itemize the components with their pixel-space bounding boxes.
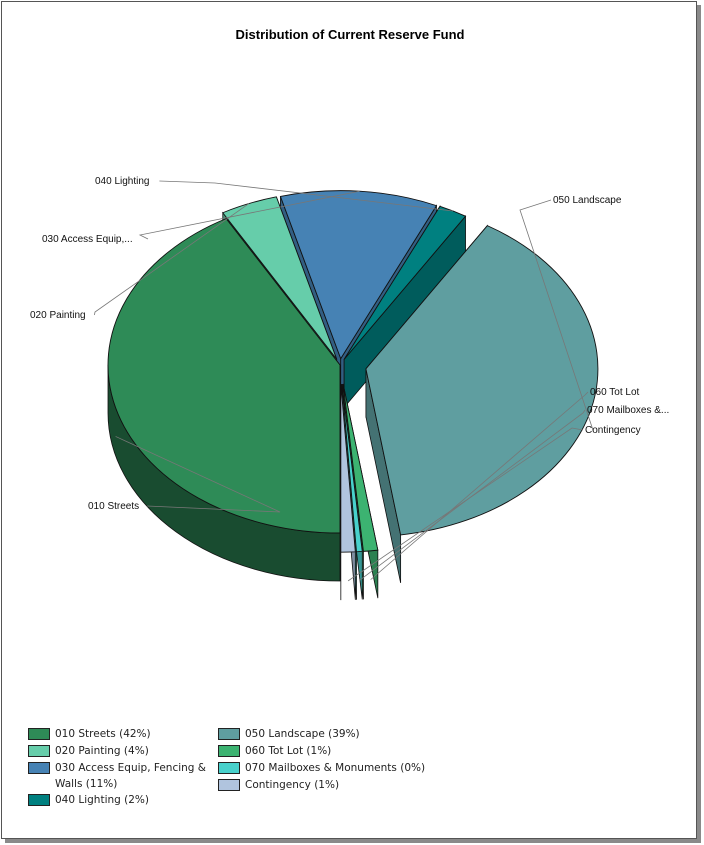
pie-leader-lines — [94, 180, 594, 582]
leader-line — [359, 409, 586, 581]
legend-label: 020 Painting (4%) — [55, 745, 149, 757]
legend-label: 010 Streets (42%) — [55, 728, 151, 740]
legend-swatch — [28, 794, 50, 806]
legend-swatch — [218, 745, 240, 757]
legend-item: Contingency (1%) — [218, 777, 448, 793]
legend-label: 060 Tot Lot (1%) — [245, 745, 332, 757]
leader-line — [138, 190, 360, 240]
legend-swatch — [28, 762, 50, 774]
legend-label: 070 Mailboxes & Monuments (0%) — [245, 762, 426, 774]
pie-sides — [107, 190, 599, 601]
slice-label: 070 Mailboxes &... — [587, 405, 669, 416]
legend-label: Contingency (1%) — [245, 779, 340, 791]
slice-label: 050 Landscape — [553, 195, 622, 206]
leader-line — [519, 199, 594, 432]
pie-slice-group — [365, 224, 599, 583]
pie-slice-group — [340, 384, 356, 601]
pie-slice — [340, 384, 356, 553]
leader-line — [115, 436, 281, 513]
legend-label: 050 Landscape (39%) — [245, 728, 360, 740]
slice-label: 010 Streets — [88, 501, 139, 512]
legend-item: 040 Lighting (2%) — [28, 792, 208, 808]
chart-title: Distribution of Current Reserve Fund — [235, 27, 465, 42]
slice-label: 020 Painting — [30, 310, 86, 321]
legend-swatch — [28, 745, 50, 757]
legend-swatch — [218, 779, 240, 791]
legend-item: 010 Streets (42%) — [28, 726, 208, 742]
slice-label: Contingency — [585, 425, 641, 436]
legend-label: 040 Lighting (2%) — [55, 794, 150, 806]
legend-label: 030 Access Equip, Fencing & Walls (11%) — [55, 762, 206, 790]
legend-item: 060 Tot Lot (1%) — [218, 743, 448, 759]
pie-slice — [342, 383, 379, 552]
leader-line — [159, 180, 453, 212]
legend-item: 070 Mailboxes & Monuments (0%) — [218, 760, 448, 776]
slice-label: 060 Tot Lot — [590, 387, 640, 398]
slice-label: 030 Access Equip,... — [42, 234, 133, 245]
legend-item: 020 Painting (4%) — [28, 743, 208, 759]
pie-labels: 010 Streets 020 Painting 030 Access Equip,… — [30, 176, 669, 512]
leader-line — [94, 203, 250, 316]
legend-swatch — [218, 728, 240, 740]
pie-slice — [343, 205, 467, 360]
pie-slice — [107, 218, 341, 534]
legend-swatch — [28, 728, 50, 740]
legend-item: 030 Access Equip, Fencing & Walls (11%) — [28, 760, 208, 792]
pie-slice — [341, 384, 363, 553]
pie-slice — [365, 225, 599, 536]
leader-line — [347, 427, 584, 582]
slice-label: 040 Lighting — [95, 176, 150, 187]
pie-slice-group — [107, 217, 341, 582]
legend-item: 050 Landscape (39%) — [218, 726, 448, 742]
legend-swatch — [218, 762, 240, 774]
